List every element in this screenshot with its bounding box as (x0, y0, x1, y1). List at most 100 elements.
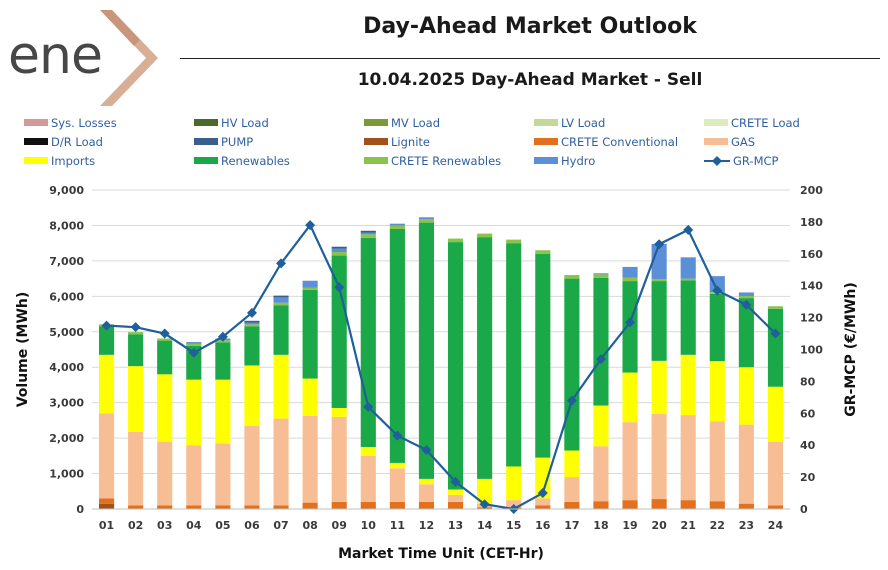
bar-segment-imports (564, 450, 580, 478)
bar-segment-gas (680, 415, 696, 501)
bar-segment-renewables (447, 242, 464, 490)
bar-segment-imports (535, 457, 551, 499)
bar-segment-renewables (709, 293, 725, 362)
bar-segment-renewables (273, 305, 289, 355)
chart-legend: Sys. Losses HV Load MV Load LV Load CRETE Lo… (24, 116, 884, 176)
legend-swatch (534, 157, 558, 164)
axes: 0 1,000 2,000 3,000 4,000 5,000 6,000 7,000 8,00… (15, 184, 859, 562)
gr-mcp-line (101, 220, 781, 514)
gr-mcp-point (159, 328, 170, 339)
bar-segment-crete-conventional (215, 505, 231, 509)
x-tick-label: 09 (332, 519, 347, 532)
x-tick-label: 08 (302, 519, 317, 532)
bar-segment-crete-renewables (622, 277, 638, 282)
x-tick-label: 22 (710, 519, 725, 532)
bar-segment-renewables (360, 237, 376, 447)
bar-segment-crete-conventional (738, 503, 754, 509)
bar-segment-gas (389, 468, 405, 502)
legend-label: D/R Load (51, 135, 103, 149)
bar-segment-hydro (360, 232, 376, 235)
bar-segment-crete-renewables (418, 219, 435, 223)
y-tick-label: 0 (76, 503, 84, 516)
legend-label: GR-MCP (733, 154, 779, 168)
y-axis-title: Volume (MWh) (15, 292, 31, 408)
gr-mcp-point (741, 299, 752, 310)
gr-mcp-point (305, 220, 316, 231)
chart-subtitle: 10.04.2025 Day-Ahead Market - Sell (357, 70, 703, 90)
gr-mcp-point (392, 430, 403, 441)
legend-label: CRETE Load (731, 116, 800, 130)
bar-segment-gas (215, 443, 231, 506)
gr-mcp-point (625, 317, 636, 328)
bar-segment-crete-renewables (186, 343, 202, 346)
bar-segment-renewables (680, 280, 696, 355)
bar-segment-gas (98, 413, 115, 499)
bar-segment-renewables (302, 289, 318, 379)
bar-segment-imports (447, 489, 464, 495)
bar-segment-crete-conventional (564, 501, 580, 509)
bar-segment-crete-renewables (477, 233, 493, 238)
bar-segment-imports (128, 366, 144, 432)
bar-segment-imports (302, 378, 318, 416)
bar-segment-gas (447, 494, 464, 502)
y2-tick-label: 140 (800, 280, 823, 293)
gr-mcp-polyline (106, 222, 777, 511)
bar-segment-crete-conventional (680, 500, 696, 509)
legend-swatch (24, 119, 48, 126)
bar-segment-lignite (98, 503, 115, 509)
y-tick-label: 1,000 (49, 468, 84, 481)
bar-segment-imports (506, 466, 522, 501)
bar-segment-crete-renewables (535, 250, 551, 254)
legend-item-lignite: Lignite (364, 135, 430, 149)
bar-segment-gas (157, 441, 173, 506)
gr-mcp-point (566, 395, 577, 406)
bar-segment-crete-conventional (273, 505, 289, 509)
x-tick-label: 16 (535, 519, 551, 532)
bar-segment-crete-conventional (98, 498, 115, 504)
y2-tick-label: 20 (800, 471, 816, 484)
legend-line-swatch (704, 155, 730, 166)
bar-segment-renewables (535, 253, 551, 458)
y2-tick-label: 160 (800, 248, 823, 261)
gr-mcp-point (683, 224, 694, 235)
bar-segment-hydro (273, 297, 289, 303)
bar-segment-hydro (389, 223, 405, 226)
bar-segment-renewables (215, 342, 231, 380)
gr-mcp-point (595, 354, 606, 365)
bar-segment-gas (302, 415, 318, 503)
bar-segment-crete-conventional (128, 505, 144, 509)
x-tick-label: 11 (390, 519, 405, 532)
bar-segment-imports (680, 354, 696, 416)
bar-segment-renewables (506, 243, 522, 467)
bar-segment-gas (418, 484, 435, 502)
bar-segment-hydro (418, 217, 435, 220)
x-tick-label: 04 (186, 519, 202, 532)
legend-item-sys-losses: Sys. Losses (24, 116, 117, 130)
y-tick-label: 9,000 (49, 184, 84, 197)
bar-segment-renewables (738, 298, 754, 368)
legend-swatch (24, 138, 48, 145)
gr-mcp-point (130, 322, 141, 333)
legend-label: HV Load (221, 116, 269, 130)
bar-segment-renewables (564, 278, 580, 451)
bar-segment-crete-conventional (331, 501, 347, 509)
bar-segment-imports (477, 478, 493, 504)
gr-mcp-point (334, 282, 345, 293)
bar-segment-crete-conventional (186, 505, 202, 509)
bar-segment-imports (389, 462, 405, 469)
bar-segment-crete-conventional (360, 501, 376, 509)
x-tick-label: 01 (99, 519, 114, 532)
x-tick-label: 14 (477, 519, 493, 532)
gridlines (92, 189, 790, 510)
bar-segment-gas (244, 425, 260, 506)
bar-segment-gas (535, 498, 551, 506)
legend-swatch (364, 119, 388, 126)
bar-segment-crete-conventional (244, 505, 260, 509)
gr-mcp-point (479, 499, 490, 510)
bar-segment-gas (128, 431, 144, 506)
legend-label: Renewables (221, 154, 290, 168)
bar-segment-imports (331, 407, 347, 417)
bar-segment-imports (244, 365, 260, 426)
x-tick-label: 13 (448, 519, 463, 532)
